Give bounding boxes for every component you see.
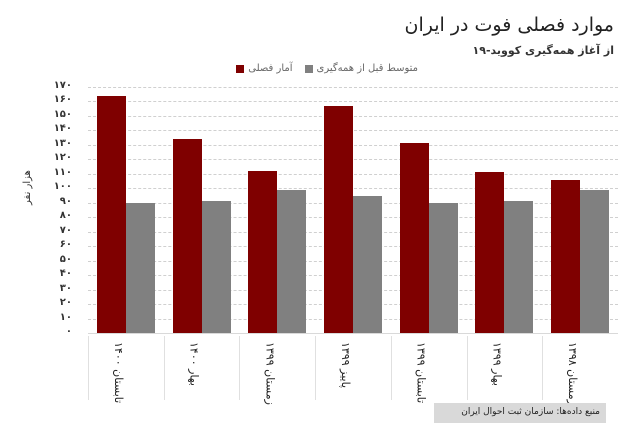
x-tick-label: بهار ۱۳۹۹	[490, 342, 504, 386]
bar-seasonal	[551, 179, 581, 333]
gridline	[88, 101, 618, 103]
gridline	[88, 188, 618, 190]
y-tick-label: ۳۰	[59, 282, 72, 294]
bar-baseline	[504, 201, 534, 333]
legend-item-baseline: متوسط قبل از همه‌گیری	[304, 63, 418, 74]
x-tick	[466, 336, 468, 400]
chart-title: موارد فصلی فوت در ایران	[404, 14, 614, 36]
bar-seasonal	[475, 172, 505, 333]
bar-baseline	[125, 202, 155, 333]
gridline	[88, 115, 618, 117]
y-tick-label: ۷۰	[59, 224, 72, 236]
bar-baseline	[580, 189, 610, 333]
x-tick-label: تابستان ۱۳۹۹	[414, 342, 428, 404]
bar-baseline	[277, 189, 307, 333]
gridline	[88, 144, 618, 146]
x-tick-label: پاییز ۱۳۹۹	[339, 342, 352, 389]
y-tick-label: ۱۴۰	[53, 123, 72, 135]
bar-baseline	[201, 201, 231, 333]
gridline	[88, 130, 618, 132]
y-tick-label: ۰	[65, 326, 72, 337]
y-tick-label: ۱۶۰	[53, 94, 72, 106]
gridline	[88, 159, 618, 161]
x-tick	[239, 336, 241, 400]
legend-label-seasonal: آمار فصلی	[248, 63, 293, 74]
bar-seasonal	[248, 170, 278, 333]
x-tick-label: تابستان ۱۴۰۰	[111, 342, 125, 404]
x-tick-label: زمستان ۱۳۹۹	[263, 342, 277, 405]
y-tick-label: ۱۳۰	[53, 137, 72, 149]
bar-seasonal	[324, 105, 353, 333]
legend-swatch-baseline	[304, 64, 313, 73]
y-tick-label: ۴۰	[59, 268, 72, 280]
y-tick-label: ۱۰	[59, 311, 72, 323]
legend-label-baseline: متوسط قبل از همه‌گیری	[316, 63, 418, 74]
x-tick	[542, 336, 544, 400]
bar-seasonal	[172, 139, 202, 333]
plot-area	[88, 87, 618, 333]
x-tick	[88, 336, 89, 400]
source-note: منبع داده‌ها: سازمان ثبت احوال ایران	[434, 403, 606, 423]
y-tick-label: ۹۰	[59, 195, 72, 207]
x-tick-label: زمستان ۱۳۹۸	[566, 342, 580, 405]
y-tick-label: ۱۵۰	[53, 108, 72, 120]
gridline	[88, 173, 618, 175]
y-tick-label: ۲۰	[59, 297, 72, 309]
x-tick	[315, 336, 317, 400]
y-tick-label: ۱۱۰	[53, 166, 72, 178]
gridline	[88, 87, 618, 88]
y-tick-label: ۱۲۰	[53, 152, 72, 164]
bar-seasonal	[399, 143, 429, 333]
y-tick-label: ۱۷۰	[53, 80, 72, 91]
y-tick-label: ۵۰	[59, 253, 72, 265]
y-axis-label: هزار نفر	[22, 170, 33, 205]
y-tick-label: ۸۰	[59, 210, 72, 222]
x-axis-line	[88, 333, 618, 334]
y-tick-label: ۱۰۰	[53, 181, 72, 193]
bar-baseline	[353, 195, 382, 333]
legend-item-seasonal: آمار فصلی	[236, 63, 293, 74]
y-tick-label: ۶۰	[59, 239, 72, 251]
bar-seasonal	[96, 95, 126, 333]
legend-swatch-seasonal	[236, 64, 245, 73]
x-tick	[163, 336, 165, 400]
legend: متوسط قبل از همه‌گیری آمار فصلی	[228, 63, 418, 74]
x-tick-label: بهار ۱۴۰۰	[187, 342, 201, 386]
x-tick	[390, 336, 392, 400]
bar-baseline	[428, 202, 458, 333]
chart-subtitle: از آغاز همه‌گیری کووید-۱۹	[472, 44, 614, 57]
